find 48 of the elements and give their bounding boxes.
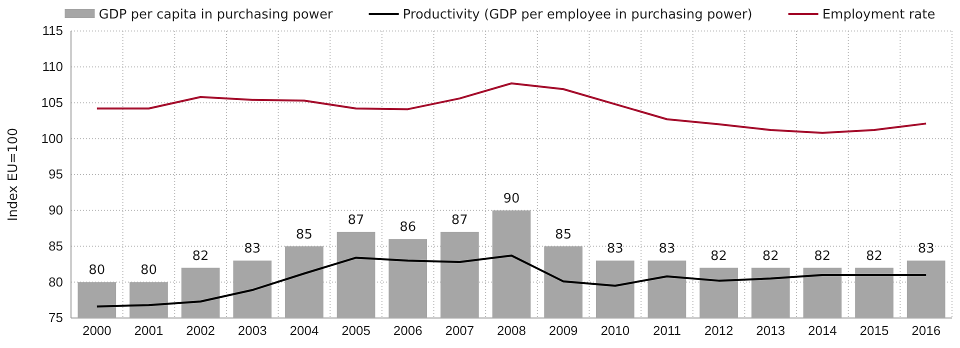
x-tick-label: 2007 xyxy=(445,323,474,338)
data-label: 86 xyxy=(400,220,416,236)
data-label: 82 xyxy=(762,248,779,264)
x-tick-label: 2010 xyxy=(600,323,630,338)
x-tick-label: 2011 xyxy=(652,323,681,338)
data-label: 83 xyxy=(918,242,934,257)
y-tick-label: 85 xyxy=(48,238,63,254)
x-tick-label: 2006 xyxy=(393,323,422,338)
x-tick-label: 2008 xyxy=(497,323,526,338)
data-label: 83 xyxy=(244,242,261,257)
x-tick-label: 2014 xyxy=(808,323,837,338)
data-label: 85 xyxy=(296,227,312,242)
y-tick-label: 105 xyxy=(41,94,63,110)
y-tick-label: 110 xyxy=(42,59,63,74)
data-label: 85 xyxy=(555,227,572,242)
data-label: 82 xyxy=(710,248,728,264)
y-tick-label: 115 xyxy=(42,23,63,38)
y-axis-title: Index EU=100 xyxy=(6,128,21,222)
x-tick-label: 2009 xyxy=(548,323,578,338)
data-label: 82 xyxy=(866,248,883,264)
y-tick-label: 90 xyxy=(48,202,63,218)
data-label: 82 xyxy=(814,248,831,264)
legend-label: GDP per capita in purchasing power xyxy=(98,8,334,22)
x-tick-label: 2013 xyxy=(756,323,786,338)
legend-label: Employment rate xyxy=(822,8,936,22)
x-tick-label: 2016 xyxy=(912,323,941,338)
data-label: 80 xyxy=(88,263,106,278)
y-tick-label: 100 xyxy=(41,130,63,146)
x-tick-label: 2003 xyxy=(238,323,267,338)
x-tick-label: 2015 xyxy=(860,323,889,338)
data-label: 82 xyxy=(192,248,209,264)
data-label: 83 xyxy=(606,242,624,257)
data-label: 87 xyxy=(451,212,468,228)
x-tick-label: 2000 xyxy=(82,323,112,338)
data-label: 80 xyxy=(140,263,158,278)
y-tick-label: 80 xyxy=(48,274,63,290)
x-tick-label: 2004 xyxy=(290,323,319,338)
y-tick-label: 95 xyxy=(48,166,63,182)
x-tick-label: 2001 xyxy=(134,323,164,338)
data-label: 90 xyxy=(503,191,520,206)
x-tick-label: 2002 xyxy=(186,323,216,338)
x-tick-label: 2005 xyxy=(342,323,370,338)
x-tick-label: 2012 xyxy=(704,323,734,338)
y-tick-label: 75 xyxy=(48,310,63,326)
data-label: 87 xyxy=(348,212,364,228)
line-series xyxy=(96,82,928,134)
legend-label: Productivity (GDP per employee in purchasing power) xyxy=(402,8,752,22)
data-label: 83 xyxy=(658,242,676,257)
